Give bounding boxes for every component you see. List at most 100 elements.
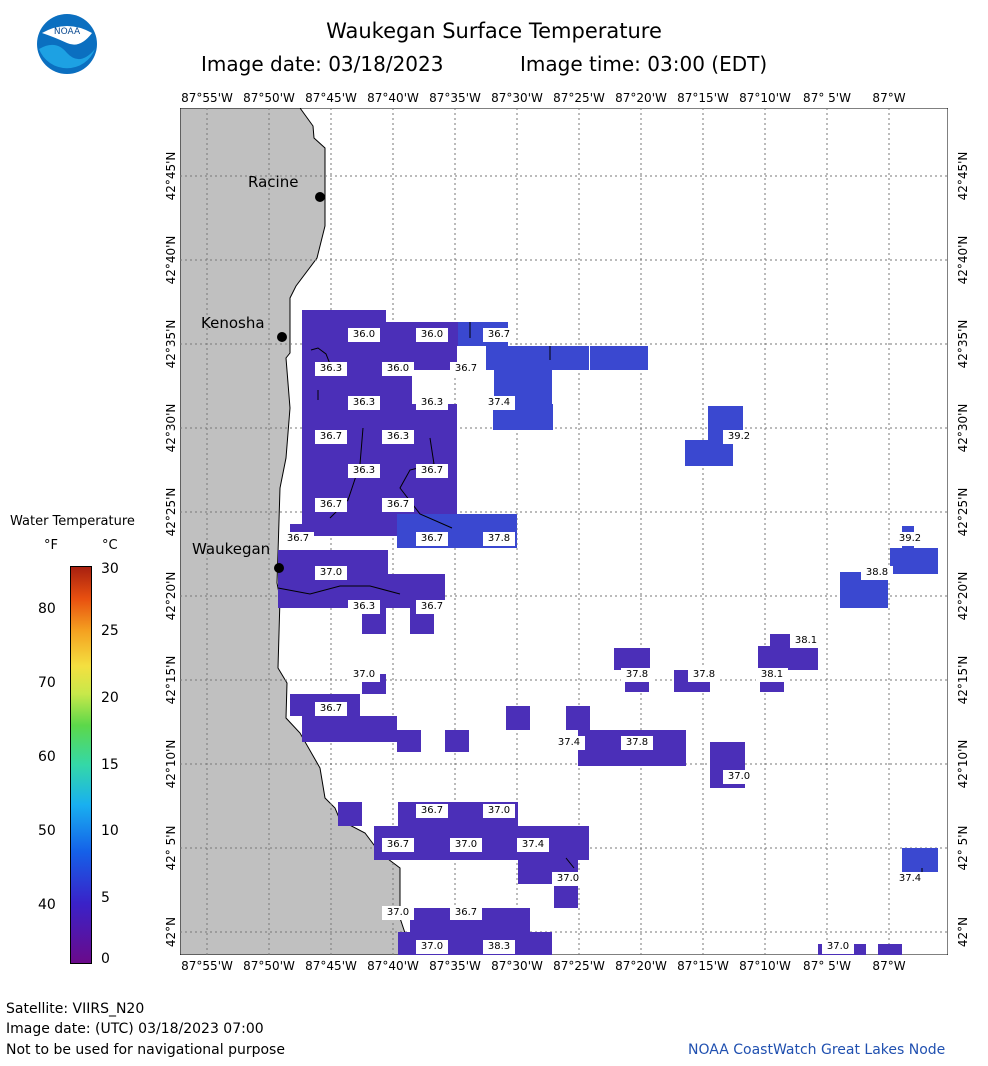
image-date: Image date: 03/18/2023 — [201, 52, 444, 76]
legend-c-tick-5: 5 — [101, 890, 110, 906]
credit: NOAA CoastWatch Great Lakes Node — [688, 1042, 946, 1058]
latitude-label-left-6: 42°15'N — [164, 655, 178, 705]
legend-f-tick-3: 50 — [38, 823, 56, 839]
latitude-label-left-8: 42° 5'N — [164, 825, 178, 871]
latitude-label-right-0: 42°45'N — [956, 151, 970, 201]
temperature-label-9: 39.2 — [727, 431, 751, 442]
temperature-label-20: 37.0 — [319, 567, 343, 578]
temperature-label-13: 36.7 — [420, 465, 444, 476]
temperature-label-27: 37.8 — [692, 669, 716, 680]
longitude-label-top-2: 87°45'W — [305, 91, 357, 105]
latitude-label-left-2: 42°35'N — [164, 319, 178, 369]
longitude-label-bottom-5: 87°30'W — [491, 959, 543, 973]
temperature-label-25: 37.0 — [352, 669, 376, 680]
temperature-label-41: 36.7 — [454, 907, 478, 918]
logo-text: NOAA — [54, 27, 81, 37]
latitude-label-left-0: 42°45'N — [164, 151, 178, 201]
temperature-label-12: 36.3 — [352, 465, 376, 476]
latitude-label-right-8: 42° 5'N — [956, 825, 970, 871]
temperature-label-18: 37.8 — [487, 533, 511, 544]
legend-c-tick-1: 25 — [101, 623, 119, 639]
temperature-label-6: 36.3 — [352, 397, 376, 408]
temperature-map: Racine Kenosha Waukegan 36.0 36.0 36.7 36.3… — [179, 107, 949, 956]
legend-c-tick-6: 0 — [101, 951, 110, 967]
temperature-label-38: 37.0 — [556, 873, 580, 884]
latitude-label-right-6: 42°15'N — [956, 655, 970, 705]
legend-c-tick-2: 20 — [101, 690, 119, 706]
legend-c-tick-3: 15 — [101, 757, 119, 773]
temperature-label-44: 37.0 — [826, 941, 850, 952]
temperature-label-0: 36.0 — [352, 329, 376, 340]
temperature-label-8: 37.4 — [487, 397, 511, 408]
city-label-kenosha: Kenosha — [201, 314, 265, 332]
longitude-label-top-5: 87°30'W — [491, 91, 543, 105]
temperature-label-17: 36.7 — [420, 533, 444, 544]
latitude-label-right-1: 42°40'N — [956, 235, 970, 285]
temperature-label-14: 36.7 — [319, 499, 343, 510]
latitude-label-right-2: 42°35'N — [956, 319, 970, 369]
longitude-label-bottom-8: 87°15'W — [677, 959, 729, 973]
temperature-label-39: 37.4 — [898, 873, 922, 884]
longitude-label-top-11: 87°W — [872, 91, 906, 105]
temperature-label-43: 38.3 — [487, 941, 511, 952]
temperature-label-11: 36.3 — [386, 431, 410, 442]
longitude-label-bottom-10: 87° 5'W — [803, 959, 851, 973]
longitude-label-bottom-4: 87°35'W — [429, 959, 481, 973]
temperature-label-5: 36.7 — [454, 363, 478, 374]
legend-c-tick-4: 10 — [101, 823, 119, 839]
page-title: Waukegan Surface Temperature — [326, 19, 662, 43]
latitude-label-left-3: 42°30'N — [164, 403, 178, 453]
legend-unit-c: °C — [102, 538, 118, 553]
temperature-label-28: 38.1 — [760, 669, 784, 680]
longitude-label-top-4: 87°35'W — [429, 91, 481, 105]
temperature-label-29: 36.7 — [319, 703, 343, 714]
legend-f-tick-4: 40 — [38, 897, 56, 913]
noaa-logo: NOAA — [36, 13, 98, 75]
temperature-label-16: 36.7 — [286, 533, 310, 544]
temperature-label-31: 37.8 — [625, 737, 649, 748]
waukegan-dot — [274, 563, 284, 573]
temperature-label-36: 37.0 — [454, 839, 478, 850]
temperature-label-1: 36.0 — [420, 329, 444, 340]
latitude-label-left-4: 42°25'N — [164, 487, 178, 537]
latitude-label-right-7: 42°10'N — [956, 739, 970, 789]
temperature-label-22: 36.3 — [352, 601, 376, 612]
longitude-label-bottom-6: 87°25'W — [553, 959, 605, 973]
temperature-label-35: 36.7 — [386, 839, 410, 850]
temperature-label-10: 36.7 — [319, 431, 343, 442]
city-label-racine: Racine — [248, 173, 299, 191]
longitude-label-top-1: 87°50'W — [243, 91, 295, 105]
latitude-label-right-9: 42°N — [956, 916, 970, 948]
temperature-label-23: 36.7 — [420, 601, 444, 612]
longitude-label-top-8: 87°15'W — [677, 91, 729, 105]
longitude-label-bottom-0: 87°55'W — [181, 959, 233, 973]
legend-unit-f: °F — [44, 538, 58, 553]
latitude-label-left-9: 42°N — [164, 916, 178, 948]
longitude-label-bottom-9: 87°10'W — [739, 959, 791, 973]
temperature-label-15: 36.7 — [386, 499, 410, 510]
disclaimer: Not to be used for navigational purpose — [6, 1042, 285, 1058]
legend-f-tick-2: 60 — [38, 749, 56, 765]
temperature-label-30: 37.4 — [557, 737, 581, 748]
longitude-label-bottom-7: 87°20'W — [615, 959, 667, 973]
temperature-label-21: 38.8 — [865, 567, 889, 578]
temperature-label-42: 37.0 — [420, 941, 444, 952]
longitude-label-top-0: 87°55'W — [181, 91, 233, 105]
latitude-label-left-7: 42°10'N — [164, 739, 178, 789]
temperature-label-40: 37.0 — [386, 907, 410, 918]
image-time: Image time: 03:00 (EDT) — [520, 52, 768, 76]
longitude-label-bottom-1: 87°50'W — [243, 959, 295, 973]
latitude-label-right-3: 42°30'N — [956, 403, 970, 453]
temperature-label-boxes — [282, 328, 926, 954]
temperature-label-33: 36.7 — [420, 805, 444, 816]
longitude-label-bottom-11: 87°W — [872, 959, 906, 973]
longitude-label-top-7: 87°20'W — [615, 91, 667, 105]
latitude-label-right-4: 42°25'N — [956, 487, 970, 537]
longitude-label-top-10: 87° 5'W — [803, 91, 851, 105]
kenosha-dot — [277, 332, 287, 342]
latitude-label-left-1: 42°40'N — [164, 235, 178, 285]
legend-title: Water Temperature — [10, 514, 135, 529]
temperature-label-7: 36.3 — [420, 397, 444, 408]
temperature-label-4: 36.0 — [386, 363, 410, 374]
longitude-label-bottom-2: 87°45'W — [305, 959, 357, 973]
